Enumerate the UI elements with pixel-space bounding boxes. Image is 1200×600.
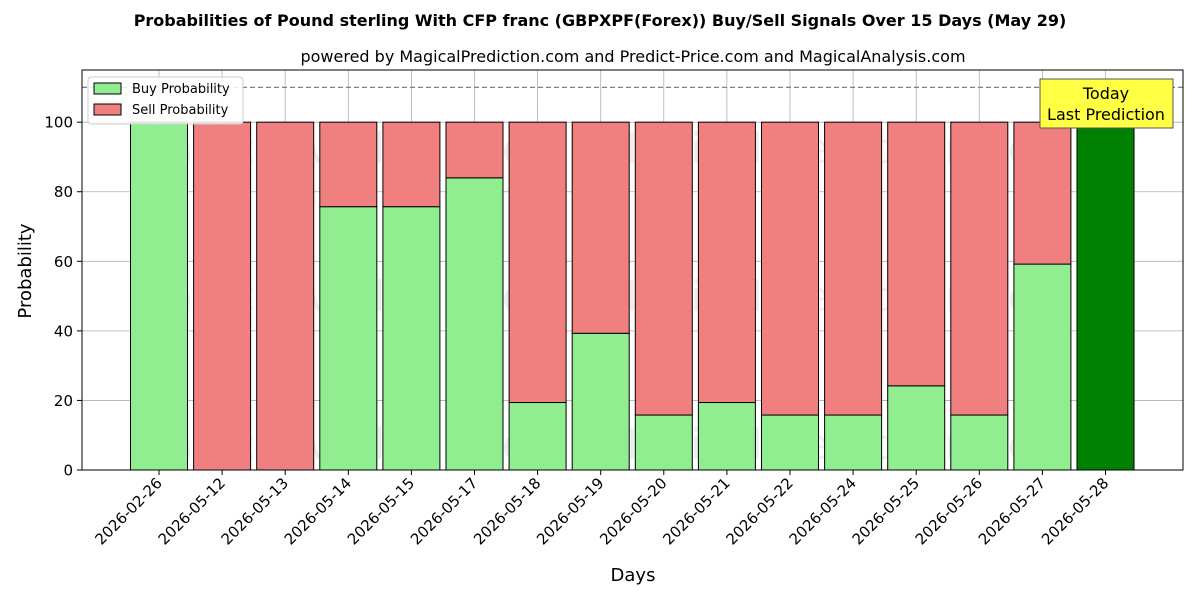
x-tick-label: 2026-05-21 [659,474,733,548]
bar-sell [319,121,378,208]
bar-sell [571,121,630,334]
y-tick-label: 20 [54,392,73,410]
x-axis-ticks: 2026-02-262026-05-122026-05-132026-05-14… [91,470,1112,548]
bar-sell [193,121,252,471]
bar-buy [571,332,630,471]
bar-buy [319,206,378,471]
x-tick-label: 2026-05-17 [407,474,481,548]
y-tick-label: 80 [54,183,73,201]
chart-title: Probabilities of Pound sterling With CFP… [134,11,1067,30]
x-tick-label: 2026-05-26 [912,474,986,548]
x-tick-label: 2026-05-27 [975,474,1049,548]
bar-buy [1013,263,1072,471]
y-axis-label: Probability [15,223,36,318]
today-annotation-line1: Today [1082,84,1129,103]
x-tick-label: 2026-05-20 [596,474,670,548]
bar-buy [130,121,188,471]
x-tick-label: 2026-05-24 [786,474,860,548]
bar-sell [508,121,567,404]
x-tick-label: 2026-05-19 [533,474,607,548]
bar-sell [824,121,883,416]
bar-buy [697,402,756,471]
bars [130,121,1135,471]
x-tick-label: 2026-05-28 [1038,474,1112,548]
x-tick-label: 2026-05-25 [849,474,923,548]
legend-label: Buy Probability [132,82,230,97]
x-tick-label: 2026-05-12 [155,474,229,548]
legend-swatch [93,103,122,116]
x-tick-label: 2026-05-18 [470,474,544,548]
y-tick-label: 40 [54,322,73,340]
bar-buy [950,414,1009,471]
chart-subtitle: powered by MagicalPrediction.com and Pre… [300,47,965,66]
y-axis-ticks: 0 20 40 60 80 100 [44,114,82,480]
bar-buy [634,414,693,471]
legend-box [87,76,244,125]
x-tick-label: 2026-05-14 [281,474,355,548]
bar-buy [824,414,883,471]
today-annotation: Today Last Prediction [1039,78,1174,129]
legend-swatch [93,82,122,95]
today-annotation-line2: Last Prediction [1047,105,1165,124]
plot-frame [81,69,1184,471]
bar-buy [382,206,441,471]
bar-buy [508,402,567,471]
bar-sell [887,121,946,387]
bar-sell [950,121,1009,416]
legend: Buy Probability Sell Probability [87,76,244,125]
bar-sell [697,121,756,404]
legend-label: Sell Probability [132,103,229,118]
x-tick-label: 2026-05-15 [344,474,418,548]
x-axis-label: Days [611,565,656,586]
x-tick-label: 2026-05-22 [722,474,796,548]
bar-buy [761,414,819,471]
x-tick-label: 2026-05-13 [218,474,292,548]
bar-sell [256,121,315,471]
bar-buy [887,385,946,471]
y-tick-label: 60 [54,253,73,271]
bar-sell [382,121,441,208]
today-annotation-box [1039,78,1174,129]
bar-sell [1013,121,1072,265]
y-tick-label: 100 [44,114,73,132]
bar-sell [761,121,819,416]
bar-buy [445,177,504,471]
bar-sell [445,121,504,179]
bar-buy [1076,121,1135,471]
x-tick-label: 2026-02-26 [91,474,165,548]
bar-sell [634,121,693,416]
y-tick-label: 0 [63,462,73,480]
